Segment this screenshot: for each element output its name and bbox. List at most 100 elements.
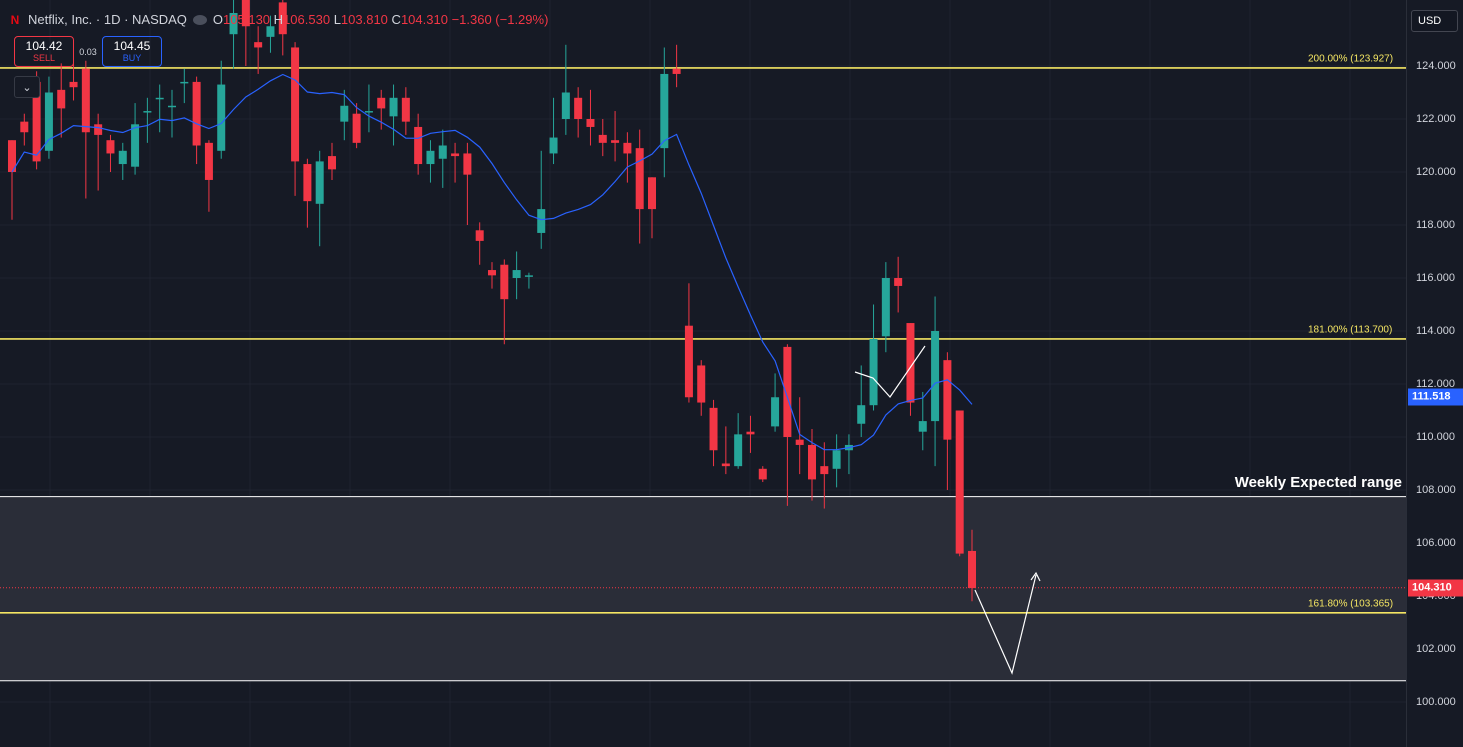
candle-body	[168, 105, 176, 108]
candle-body	[106, 140, 115, 154]
close-label: C	[391, 12, 401, 27]
candle-body	[143, 111, 152, 113]
price-tick-label: 114.000	[1416, 325, 1455, 337]
candle-body	[20, 121, 29, 133]
candle-body	[488, 270, 496, 276]
sell-label: SELL	[32, 52, 56, 63]
candle-body	[684, 325, 693, 398]
drawn-zigzag-line	[854, 345, 926, 398]
price-tick-label: 122.000	[1416, 113, 1456, 125]
high-label: H	[273, 12, 284, 27]
price-tick-label: 118.000	[1416, 219, 1455, 231]
currency-selector[interactable]: USD	[1411, 10, 1458, 32]
candle-body	[918, 421, 927, 432]
candle-body	[955, 410, 964, 554]
candle-body	[254, 42, 263, 48]
price-axis[interactable]: 124.000 122.000 120.000 118.000 116.000 114.0…	[1406, 0, 1463, 747]
candle-body	[881, 278, 890, 337]
candle-body	[291, 47, 300, 162]
candle-body	[561, 92, 570, 119]
candle-body	[697, 365, 706, 403]
visibility-icon[interactable]	[192, 14, 207, 25]
candle-body	[217, 84, 226, 151]
candle-body	[906, 323, 915, 403]
price-tick-label: 100.000	[1416, 696, 1456, 708]
candle-body	[463, 153, 472, 175]
collapse-legend-button[interactable]: ⌄	[14, 76, 40, 98]
candle-body	[869, 338, 878, 406]
candle-body	[648, 177, 656, 210]
price-tick-label: 112.000	[1416, 378, 1455, 390]
candle-body	[364, 111, 373, 113]
candle-body	[192, 81, 201, 146]
spread-value: 0.03	[79, 47, 97, 57]
candle-body	[377, 97, 386, 109]
candle-body	[340, 105, 349, 122]
buy-button[interactable]: 104.45 BUY	[102, 36, 162, 67]
open-label: O	[212, 12, 224, 27]
price-tick-label: 102.000	[1416, 643, 1456, 655]
candle-body	[512, 270, 521, 278]
candle-body	[131, 124, 140, 167]
candle-body	[352, 113, 361, 143]
candle-body	[549, 137, 558, 154]
fib-200-label: 200.00% (123.927)	[1308, 53, 1394, 65]
candle-body	[820, 466, 829, 475]
change-value: −1.360 (−1.29%)	[451, 12, 549, 27]
candle-body	[229, 13, 238, 35]
candle-body	[438, 145, 447, 159]
buy-label: BUY	[122, 52, 142, 63]
moving-average-line	[11, 73, 973, 451]
candle-body	[795, 439, 804, 445]
low-value: 103.810	[340, 12, 388, 27]
candle-body	[943, 360, 952, 440]
weekly-range-label: Weekly Expected range	[1234, 473, 1402, 491]
candle-body	[709, 407, 718, 451]
price-tick-label: 110.000	[1416, 431, 1455, 443]
chevron-down-icon: ⌄	[22, 81, 32, 94]
candle-body	[44, 92, 53, 151]
candle-body	[69, 81, 78, 88]
projection-arrow-line	[974, 574, 1037, 675]
candle-body	[537, 209, 546, 233]
candle-body	[968, 550, 976, 589]
candle-body	[635, 148, 644, 210]
candle-body	[241, 0, 250, 27]
candle-body	[475, 230, 484, 241]
symbol-title[interactable]: Netflix, Inc. · 1D · NASDAQ	[28, 12, 187, 27]
candle-body	[660, 73, 669, 149]
high-value: 106.530	[283, 12, 331, 27]
candle-body	[94, 124, 103, 135]
candle-body	[81, 68, 90, 133]
ma-price-label: 111.518	[1408, 388, 1463, 406]
price-tick-label: 108.000	[1416, 484, 1456, 496]
close-value: 104.310	[400, 12, 448, 27]
candle-body	[586, 119, 595, 127]
candle-body	[32, 81, 41, 162]
sell-button[interactable]: 104.42 SELL	[14, 36, 74, 67]
candle-body	[315, 161, 324, 204]
price-chart[interactable]	[0, 0, 1406, 747]
candle-body	[389, 97, 398, 117]
candle-body	[832, 450, 841, 469]
price-tick-label: 124.000	[1416, 60, 1456, 72]
fib-181-label: 181.00% (113.700)	[1308, 324, 1393, 336]
candle-body	[758, 468, 767, 480]
low-label: L	[333, 12, 341, 27]
trade-panel: 104.42 SELL 0.03 104.45 BUY	[14, 36, 162, 67]
candle-body	[857, 405, 866, 424]
candle-body	[204, 142, 213, 180]
candle-body	[783, 346, 792, 437]
price-tick-label: 120.000	[1416, 166, 1456, 178]
symbol-legend: N Netflix, Inc. · 1D · NASDAQ O105.130 H…	[8, 12, 549, 27]
chart-area[interactable]: N Netflix, Inc. · 1D · NASDAQ O105.130 H…	[0, 0, 1406, 747]
price-tick-label: 106.000	[1416, 537, 1456, 549]
candle-body	[401, 97, 410, 122]
weekly-range-box	[0, 496, 1406, 681]
candle-body	[266, 26, 275, 37]
netflix-logo-icon: N	[10, 12, 20, 27]
candle-body	[180, 81, 189, 84]
candle-body	[808, 444, 816, 480]
candle-body	[574, 97, 583, 119]
candle-body	[328, 156, 336, 170]
